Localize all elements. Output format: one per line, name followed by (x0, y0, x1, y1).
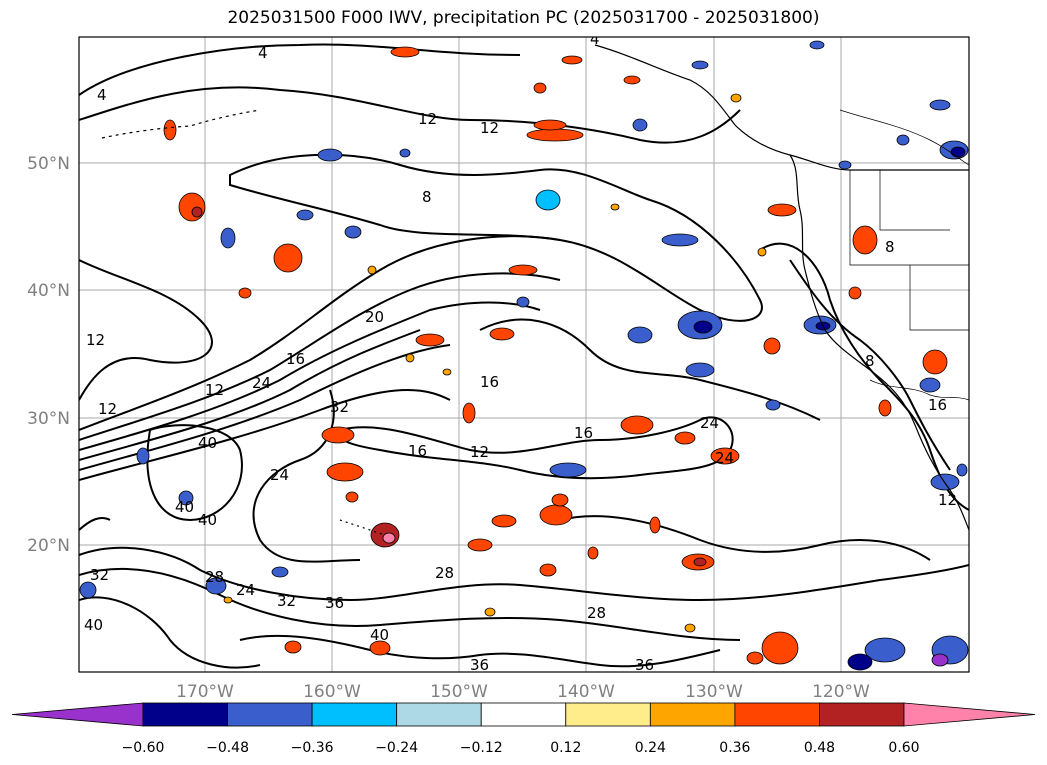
contour-label: 16 (574, 424, 593, 442)
lon-label: 140°W (557, 682, 615, 702)
contour-label: 24 (236, 581, 255, 599)
contour-label: 32 (330, 398, 349, 416)
contour-label: 32 (90, 566, 109, 584)
contour-label: 28 (205, 568, 224, 586)
colorbar-tick-label: 0.24 (635, 740, 666, 756)
contour-label: 28 (587, 604, 606, 622)
lon-label: 150°W (430, 682, 488, 702)
contour-label: 36 (325, 594, 344, 612)
precip-decrease-areas (79, 40, 969, 671)
contour-label: 16 (408, 442, 427, 460)
colorbar-segment (227, 702, 313, 727)
colorbar-tick-label: 0.36 (719, 740, 750, 756)
colorbar-extend-low (11, 702, 144, 727)
contour-label: 8 (865, 352, 875, 370)
lat-label: 40°N (27, 281, 70, 301)
colorbar-extend-high (903, 702, 1036, 727)
contour-label: 40 (198, 434, 217, 452)
contour-label: 40 (198, 511, 217, 529)
contour-label: 12 (480, 119, 499, 137)
contour-label: 12 (98, 400, 117, 418)
colorbar-segment (734, 702, 820, 727)
colorbar-segment (396, 702, 482, 727)
colorbar-tick-label: 0.48 (804, 740, 835, 756)
colorbar-segment (819, 702, 905, 727)
precip-increase-areas (163, 46, 948, 665)
contour-label: 40 (175, 498, 194, 516)
lon-label: 170°W (176, 682, 234, 702)
contour-label: 12 (418, 110, 437, 128)
contour-label: 32 (277, 592, 296, 610)
longitude-labels: 170°W 160°W 150°W 140°W 130°W 120°W (176, 682, 870, 702)
lat-label: 50°N (27, 154, 70, 174)
contour-labels: 4 4 4 8 8 8 12 12 12 12 12 12 16 16 16 1… (84, 30, 957, 674)
colorbar-tick-label: −0.12 (460, 740, 503, 756)
contour-label: 12 (205, 381, 224, 399)
contour-label: 12 (470, 443, 489, 461)
colorbar-ticks: −0.60 −0.48 −0.36 −0.24 −0.12 0.12 0.24 0.36 0.4… (122, 740, 920, 756)
colorbar-segment (311, 702, 398, 727)
colorbar-segment (649, 702, 736, 727)
lon-label: 130°W (685, 682, 743, 702)
contour-label: 24 (252, 374, 271, 392)
contour-label: 16 (480, 373, 499, 391)
colorbar (11, 702, 1036, 727)
contour-label: 20 (365, 308, 384, 326)
contour-label: 36 (470, 656, 489, 674)
colorbar-tick-label: 0.12 (550, 740, 581, 756)
contour-label: 12 (86, 331, 105, 349)
lon-label: 120°W (812, 682, 870, 702)
coastlines (101, 44, 969, 536)
map-plot-area: 4 4 4 8 8 8 12 12 12 12 12 12 16 16 16 1… (79, 30, 969, 674)
contour-label: 24 (700, 414, 719, 432)
colorbar-tick-label: −0.60 (122, 740, 165, 756)
contour-label: 28 (435, 564, 454, 582)
contour-label: 12 (938, 491, 957, 509)
plot-frame (78, 36, 970, 673)
colorbar-tick-label: −0.24 (375, 740, 418, 756)
contour-label: 40 (84, 616, 103, 634)
colorbar-tick-label: −0.48 (206, 740, 249, 756)
contour-label: 8 (885, 238, 895, 256)
contour-label: 4 (258, 44, 268, 62)
contour-label: 4 (590, 30, 600, 48)
contour-label: 4 (97, 86, 107, 104)
colorbar-tick-label: 0.60 (888, 740, 919, 756)
map-title: 2025031500 F000 IWV, precipitation PC (2… (227, 8, 820, 28)
latitude-labels: 20°N 30°N 40°N 50°N (27, 154, 70, 556)
contour-label: 24 (270, 466, 289, 484)
contour-label: 16 (928, 396, 947, 414)
contour-label: 8 (422, 188, 432, 206)
colorbar-tick-label: −0.36 (291, 740, 334, 756)
colorbar-segment (480, 702, 567, 727)
contour-label: 40 (370, 626, 389, 644)
lon-label: 160°W (303, 682, 361, 702)
lat-label: 30°N (27, 409, 70, 429)
colorbar-segment (565, 702, 651, 727)
lat-label: 20°N (27, 536, 70, 556)
contour-label: 24 (715, 449, 734, 467)
contour-label: 36 (635, 656, 654, 674)
colorbar-segment (142, 702, 228, 727)
contour-label: 16 (286, 350, 305, 368)
